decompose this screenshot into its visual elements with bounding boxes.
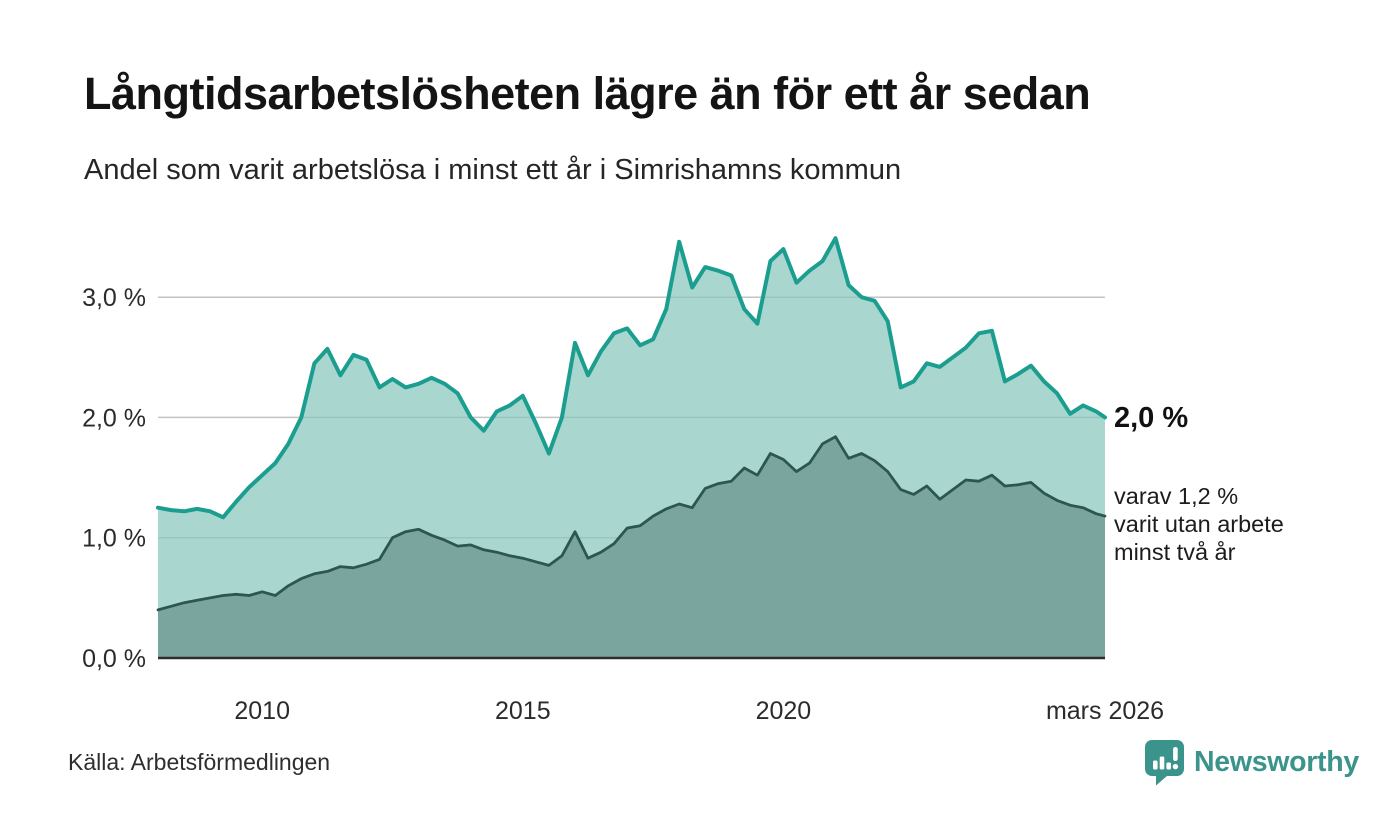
svg-text:2015: 2015	[495, 697, 551, 725]
annotation-line: varav 1,2 %	[1114, 483, 1239, 509]
svg-text:2020: 2020	[756, 697, 812, 725]
newsworthy-logo: Newsworthy	[1144, 739, 1359, 786]
svg-text:3,0 %: 3,0 %	[82, 284, 146, 312]
newsworthy-logo-text: Newsworthy	[1194, 746, 1359, 778]
chart-title: Långtidsarbetslösheten lägre än för ett …	[84, 68, 1091, 119]
svg-text:2010: 2010	[234, 697, 290, 725]
chart-subtitle: Andel som varit arbetslösa i minst ett å…	[84, 154, 902, 186]
newsworthy-logo-icon	[1145, 740, 1184, 786]
svg-text:1,0 %: 1,0 %	[82, 525, 146, 553]
latest-value-total-label: 2,0 %	[1114, 402, 1189, 434]
annotation-line: varit utan arbete	[1114, 511, 1284, 537]
annotation-line: minst två år	[1114, 539, 1236, 565]
svg-text:2,0 %: 2,0 %	[82, 404, 146, 432]
svg-text:0,0 %: 0,0 %	[82, 645, 146, 673]
svg-text:mars 2026: mars 2026	[1046, 697, 1164, 725]
source-note: Källa: Arbetsförmedlingen	[68, 749, 331, 775]
latest-value-subset-label: varav 1,2 % varit utan arbete minst två …	[1114, 482, 1284, 566]
